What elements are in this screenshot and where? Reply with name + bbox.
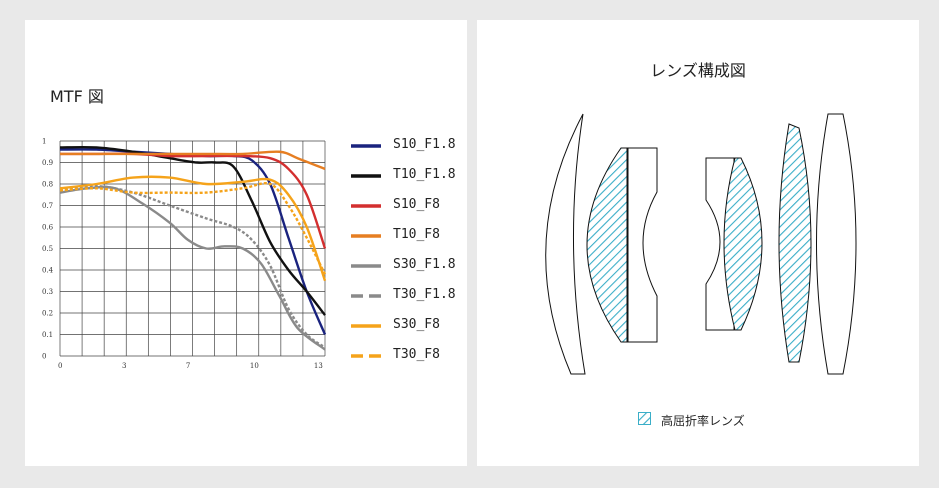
high-index-legend-label: 高屈折率レンズ — [661, 414, 745, 428]
y-tick-label: 0.2 — [42, 310, 53, 318]
lens-panel: レンズ構成図 高屈折率レンズ — [477, 20, 919, 466]
lens-element-2-high-index — [586, 147, 628, 343]
series-line-T30_F8 — [59, 182, 327, 275]
lens-element-3 — [627, 147, 658, 343]
y-tick-label: 0.3 — [42, 288, 53, 296]
series-line-T10_F1.8 — [59, 145, 326, 316]
lens-element-1 — [545, 113, 586, 375]
legend-label: T10_F8 — [393, 227, 440, 242]
lens-diagram — [545, 113, 857, 375]
legend-label: S10_F1.8 — [393, 137, 456, 152]
x-tick-label: 7 — [186, 362, 190, 370]
x-tick-label: 10 — [250, 362, 259, 370]
y-tick-label: 0 — [42, 353, 46, 361]
lens-title: レンズ構成図 — [650, 61, 746, 80]
mtf-panel: MTF 図 0 0.1 0.2 0.3 0.4 0.5 0.6 0.7 0.8 0.9 1 0 3 7 10… — [25, 20, 467, 466]
y-tick-label: 0.5 — [42, 245, 53, 253]
x-tick-label: 0 — [58, 362, 62, 370]
legend-label: T10_F1.8 — [393, 167, 456, 182]
high-index-swatch — [638, 412, 651, 425]
lens-element-6-high-index — [778, 123, 812, 363]
legend-label: T30_F1.8 — [393, 287, 456, 302]
lens-element-7 — [816, 113, 857, 375]
legend-label: S30_F1.8 — [393, 257, 456, 272]
chart-series — [59, 145, 327, 351]
series-line-T30_F1.8 — [59, 184, 326, 349]
legend-label: S30_F8 — [393, 317, 440, 332]
series-line-T10_F8 — [60, 150, 326, 171]
lens-element-5-high-index — [723, 157, 763, 331]
mtf-chart: 00.10.20.30.40.50.60.70.80.910 3 7 10 13 — [42, 138, 381, 371]
legend-label: S10_F8 — [393, 197, 440, 212]
y-tick-label: 0.9 — [42, 159, 53, 167]
chart-grid — [59, 140, 326, 357]
mtf-title: MTF 図 — [50, 87, 104, 106]
y-tick-label: 0.6 — [42, 224, 54, 232]
series-line-S30_F8 — [59, 175, 327, 282]
y-tick-label: 0.8 — [42, 181, 53, 189]
y-tick-label: 1 — [42, 138, 46, 146]
y-tick-label: 0.1 — [42, 331, 53, 339]
legend-label: T30_F8 — [393, 347, 440, 362]
x-tick-label: 3 — [122, 362, 126, 370]
chart-legend — [351, 144, 381, 358]
x-tick-label: 13 — [314, 362, 323, 370]
y-tick-label: 0.7 — [42, 202, 53, 210]
chart-ticks: 00.10.20.30.40.50.60.70.80.910 3 7 10 13 — [42, 138, 323, 371]
y-tick-label: 0.4 — [42, 267, 54, 275]
